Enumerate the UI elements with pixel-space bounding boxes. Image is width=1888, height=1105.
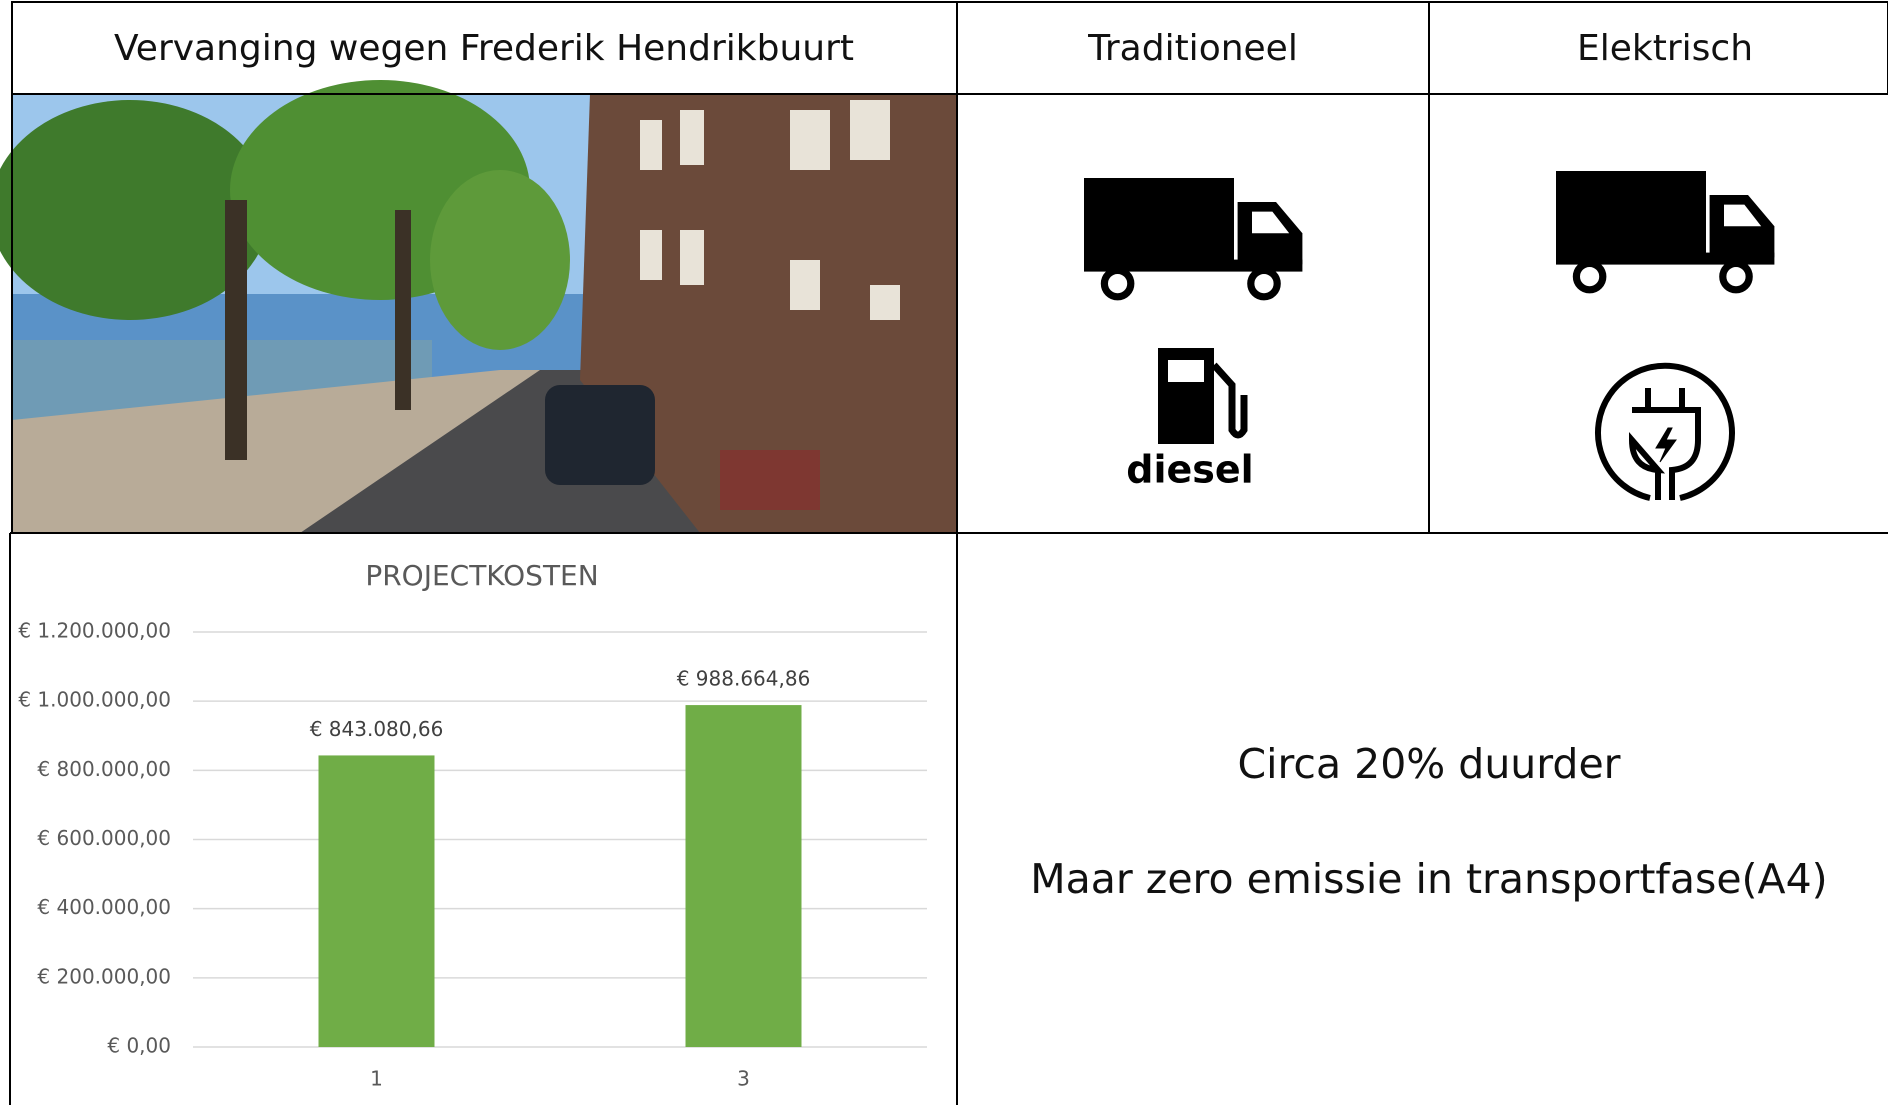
x-tick-label: 3	[737, 1067, 750, 1091]
street-photo	[0, 80, 957, 533]
conclusion-line: Maar zero emissie in transportfase(A4)	[1030, 855, 1827, 903]
data-label: € 988.664,86	[677, 667, 811, 691]
y-tick-label: € 0,00	[107, 1034, 171, 1058]
fuel-pump-icon	[1158, 348, 1244, 444]
y-tick-label: € 400.000,00	[37, 895, 171, 919]
y-tick-label: € 1.200.000,00	[18, 619, 171, 643]
data-label: € 843.080,66	[310, 717, 444, 741]
header-title: Vervanging wegen Frederik Hendrikbuurt	[114, 28, 854, 69]
header-traditional: Traditioneel	[1087, 28, 1298, 69]
header-electric: Elektrisch	[1577, 28, 1753, 69]
truck-icon	[1556, 171, 1774, 290]
x-tick-label: 1	[370, 1067, 383, 1091]
y-tick-label: € 800.000,00	[37, 757, 171, 781]
chart-title: PROJECTKOSTEN	[365, 559, 598, 592]
y-tick-label: € 200.000,00	[37, 964, 171, 988]
bar	[686, 705, 802, 1047]
plug-icon	[1598, 366, 1732, 500]
bar	[319, 755, 435, 1047]
conclusion-line: Circa 20% duurder	[1237, 740, 1620, 788]
slide: Vervanging wegen Frederik Hendrikbuurt T…	[0, 0, 1888, 1105]
diesel-label: diesel	[1126, 448, 1253, 492]
y-tick-label: € 1.000.000,00	[18, 688, 171, 712]
truck-icon	[1084, 178, 1302, 297]
y-tick-label: € 600.000,00	[37, 826, 171, 850]
